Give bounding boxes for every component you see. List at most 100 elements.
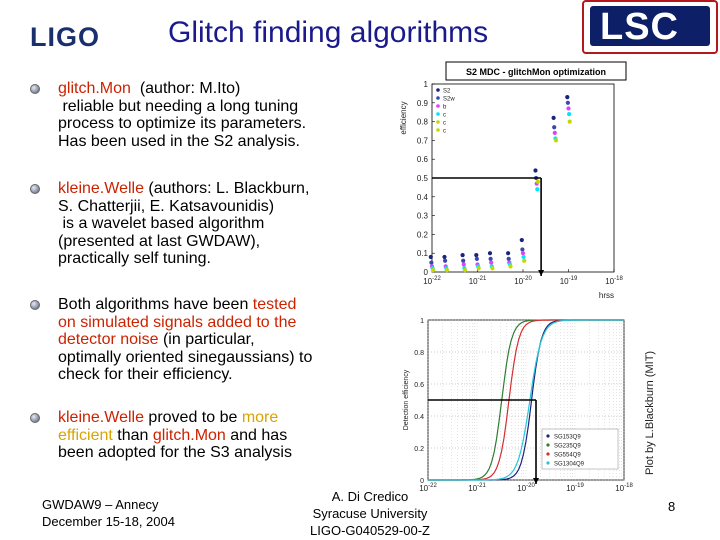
footer-author: A. Di Credico Syracuse University LIGO-G…: [290, 488, 450, 539]
lsc-logo-text: LSC: [600, 6, 679, 48]
data-point: [462, 268, 468, 273]
kleinewelle-name: kleine.Welle: [58, 409, 144, 426]
plot-credit: Plot by L.Blackburn (MIT): [644, 350, 656, 475]
data-point: [490, 266, 495, 271]
legend-marker: [546, 443, 550, 447]
footer-text: December 15-18, 2004: [42, 514, 175, 529]
y-axis-label: efficiency: [399, 101, 408, 134]
y-tick-label: 0.6: [417, 155, 429, 164]
footer-text: GWDAW9 – Annecy: [42, 497, 159, 512]
bullet-text: check for their efficiency.: [58, 366, 233, 383]
data-point: [461, 262, 466, 267]
glitchmon-name: glitch.Mon: [152, 426, 226, 444]
data-point: [567, 111, 572, 117]
y-tick-label: 0: [424, 268, 429, 277]
chart-title: S2 MDC - glitchMon optimization: [466, 67, 606, 77]
x-tick-label: 10-18: [615, 483, 633, 493]
bullet-icon: [30, 84, 40, 94]
bullet-text: reliable but needing a long tuning: [58, 97, 299, 115]
y-tick-label: 0.6: [414, 382, 424, 389]
legend-marker: [436, 88, 440, 92]
data-point: [487, 251, 493, 256]
data-point: [489, 260, 494, 265]
threshold-arrowhead: [538, 270, 545, 276]
ligo-logo: LIGO: [30, 22, 100, 52]
bullet-text: (presented at last GWDAW),: [58, 232, 261, 250]
glitchmon-efficiency-chart: S2 MDC - glitchMon optimization 0 0.1 0.2 0…: [396, 58, 636, 300]
footer-text: A. Di Credico: [331, 489, 409, 504]
data-point: [552, 125, 557, 130]
footer-conference: GWDAW9 – Annecy December 15-18, 2004: [42, 496, 175, 530]
y-tick-label: 0.2: [417, 230, 429, 239]
legend-label: c: [443, 113, 446, 119]
data-point: [442, 258, 448, 263]
x-tick-label: 10-22: [423, 276, 441, 286]
x-tick-label: 10-19: [566, 483, 584, 493]
glitchmon-chart-svg: S2 MDC - glitchMon optimization 0 0.1 0.2 0…: [399, 61, 627, 300]
detection-chart-svg: 0 0.2 0.4 0.6 0.8 1 10-22 10-21 10-20 10-19 10-18 D…: [403, 318, 633, 504]
bullet-text: Both algorithms have been: [58, 296, 253, 313]
legend-label: c: [443, 121, 446, 127]
legend-marker: [546, 452, 550, 456]
bullet-text: practically self tuning.: [58, 250, 211, 267]
bullet-kleinewelle: kleine.Welle (authors: L. Blackburn, S. …: [58, 180, 388, 268]
y-axis-label: Detection efficiency: [403, 369, 410, 430]
efficiency-curve: [428, 319, 624, 481]
bullet-text: optimally oriented sinegaussians) to: [58, 348, 313, 366]
lsc-logo: LSC: [582, 0, 718, 54]
data-point: [565, 100, 570, 105]
bullet-text: Has been used in the S2 analysis.: [58, 132, 300, 150]
legend-label: SG235Q9: [554, 444, 581, 450]
kleinewelle-name: kleine.Welle: [58, 180, 144, 197]
bullet-text: and has: [225, 426, 288, 444]
highlight-text: detector noise: [58, 331, 159, 348]
bullet-conclusion: kleine.Welle proved to be more efficient…: [58, 409, 388, 462]
page-title: Glitch finding algorithms: [168, 16, 489, 49]
data-point: [476, 266, 481, 271]
data-point: [551, 115, 556, 120]
legend-label: S2w: [443, 97, 455, 103]
legend-marker: [436, 104, 440, 108]
legend-marker: [436, 96, 440, 100]
legend-marker: [546, 461, 550, 465]
y-tick-label: 0: [420, 478, 424, 485]
data-point: [552, 130, 557, 135]
x-tick-label: 10-22: [419, 483, 437, 493]
data-point: [444, 268, 449, 273]
y-tick-label: 0.5: [417, 174, 429, 183]
x-tick-label: 10-18: [605, 276, 623, 286]
data-point: [535, 179, 540, 184]
data-point: [567, 119, 572, 124]
data-point: [535, 187, 540, 192]
x-tick-label: 10-21: [469, 276, 487, 286]
x-axis-label: hrss: [599, 291, 614, 298]
y-tick-label: 1: [424, 80, 429, 89]
y-tick-label: 0.2: [414, 446, 424, 453]
data-point: [521, 254, 526, 260]
bullet-text: (author: M.Ito): [130, 80, 241, 97]
data-point: [474, 256, 479, 261]
chart-title-box: [445, 61, 627, 81]
bullet-text: S. Chatterjii, E. Katsavounidis): [58, 197, 275, 215]
legend-label: SG1304Q9: [554, 462, 585, 468]
data-point: [553, 138, 559, 143]
data-point: [488, 256, 493, 261]
y-tick-label: 0.4: [417, 193, 429, 202]
x-tick-label: 10-19: [560, 276, 578, 286]
legend-marker: [436, 120, 440, 124]
data-point: [533, 168, 538, 173]
legend-label: S2: [443, 89, 451, 95]
data-point: [442, 254, 447, 260]
x-tick-label: 10-20: [514, 276, 532, 286]
y-tick-label: 0.7: [417, 136, 429, 145]
legend-box: [541, 428, 619, 470]
y-tick-label: 0.9: [417, 99, 429, 108]
data-point: [429, 260, 434, 265]
detection-efficiency-chart: 0 0.2 0.4 0.6 0.8 1 10-22 10-21 10-20 10-19 10-18 D…: [398, 308, 638, 504]
data-point: [461, 258, 466, 263]
legend-label: b: [443, 105, 447, 111]
bullet-text: (in particular,: [158, 331, 255, 348]
data-point: [522, 258, 527, 263]
footer-text: Syracuse University: [312, 506, 428, 521]
legend-marker: [436, 128, 440, 132]
